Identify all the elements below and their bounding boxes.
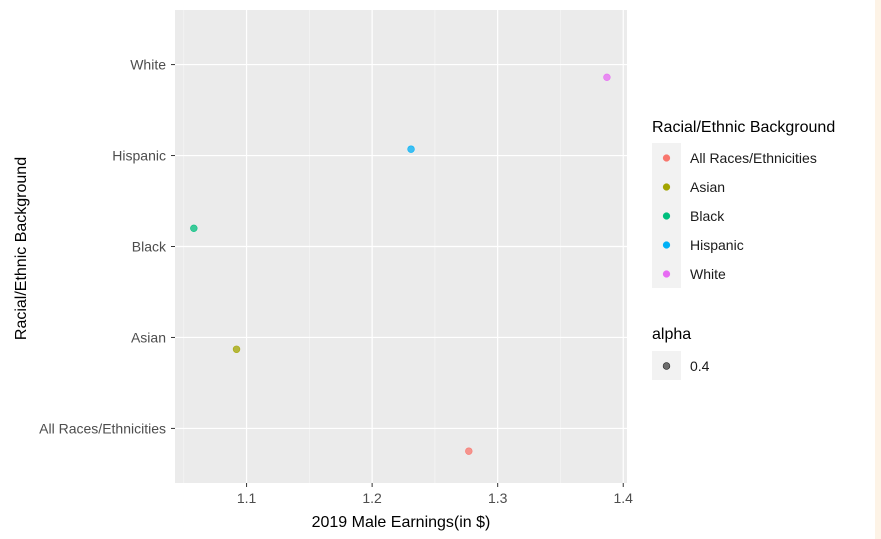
x-axis-title: 2019 Male Earnings(in $) <box>312 514 491 531</box>
legend-key-dot <box>662 241 671 249</box>
x-tick-label: 1.4 <box>613 490 633 506</box>
data-point <box>603 73 611 82</box>
y-axis: All Races/Ethnicities Asian Black Hispanic W… <box>39 57 175 436</box>
legend-label: White <box>690 266 726 282</box>
data-point <box>232 345 241 353</box>
major-gridlines <box>175 10 627 483</box>
x-tick-label: 1.2 <box>362 490 382 506</box>
y-tick-label: Hispanic <box>112 148 166 164</box>
data-point <box>465 447 473 455</box>
color-legend: Racial/Ethnic Background All Races/Ethnic… <box>652 119 835 288</box>
data-point <box>190 224 198 233</box>
y-tick-label: Black <box>132 239 167 255</box>
y-axis-title: Racial/Ethnic Background <box>13 157 30 340</box>
y-tick-label: All Races/Ethnicities <box>39 420 166 436</box>
legend-label: Hispanic <box>690 237 744 253</box>
legend-key-dot <box>662 270 671 278</box>
y-tick-label: Asian <box>131 329 166 345</box>
alpha-legend-label: 0.4 <box>690 358 710 374</box>
y-tick-label: White <box>130 57 166 73</box>
alpha-legend-title: alpha <box>652 326 691 343</box>
alpha-legend: alpha 0.4 <box>652 326 710 380</box>
x-tick-label: 1.3 <box>488 490 508 506</box>
data-points <box>190 73 611 455</box>
x-tick-label: 1.1 <box>237 490 257 506</box>
window-edge <box>875 0 881 539</box>
legend-label: All Races/Ethnicities <box>690 150 817 166</box>
legend-label: Black <box>690 208 725 224</box>
legend-key-dot <box>662 154 671 162</box>
alpha-legend-key-dot <box>662 362 671 370</box>
legend-label: Asian <box>690 179 725 195</box>
legend-key-dot <box>662 183 671 191</box>
legend-title: Racial/Ethnic Background <box>652 119 835 136</box>
data-point <box>407 145 415 153</box>
x-axis: 1.1 1.2 1.3 1.4 <box>237 483 633 506</box>
legend-key-dot <box>662 212 671 220</box>
